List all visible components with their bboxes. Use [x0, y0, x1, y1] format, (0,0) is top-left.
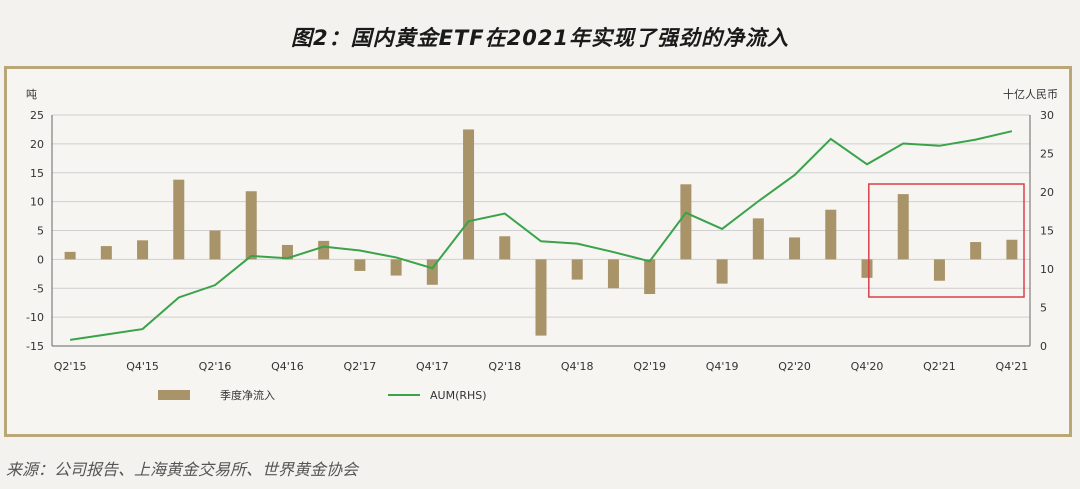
right-axis-title: 十亿人民币 — [1003, 87, 1058, 101]
bar — [897, 194, 909, 260]
bar — [1006, 239, 1018, 260]
bar — [100, 246, 112, 260]
bar — [535, 259, 547, 336]
chart-title: 图2：国内黄金ETF在2021年实现了强劲的净流入 — [290, 26, 790, 50]
left-tick-label: 0 — [37, 253, 44, 266]
left-tick-label: 25 — [30, 109, 44, 122]
x-tick-label: Q4'21 — [996, 360, 1029, 373]
left-tick-label: 10 — [30, 196, 44, 209]
bar — [245, 191, 257, 260]
left-tick-label: 20 — [30, 138, 44, 151]
highlight-box — [868, 183, 1025, 298]
right-tick-label: 15 — [1040, 225, 1054, 238]
x-tick-label: Q2'20 — [778, 360, 811, 373]
bar — [933, 259, 945, 281]
aum-line — [69, 130, 1013, 341]
bar — [970, 242, 982, 260]
x-tick-label: Q2'17 — [344, 360, 377, 373]
bar — [752, 218, 764, 260]
bar — [825, 209, 837, 260]
right-tick-label: 5 — [1040, 302, 1047, 315]
x-tick-label: Q2'21 — [923, 360, 956, 373]
left-tick-label: -5 — [33, 282, 44, 295]
x-tick-label: Q4'19 — [706, 360, 739, 373]
left-tick-label: -15 — [26, 340, 44, 353]
bar — [318, 240, 330, 260]
x-tick-label: Q2'19 — [633, 360, 666, 373]
bar — [861, 259, 873, 278]
x-tick-label: Q4'20 — [851, 360, 884, 373]
bar — [281, 244, 293, 260]
left-tick-label: 5 — [37, 225, 44, 238]
left-tick-label: -10 — [26, 311, 44, 324]
bar — [137, 240, 149, 260]
bar — [716, 259, 728, 284]
bar — [789, 237, 801, 260]
chart-svg: 25 20 15 10 5 0 -5 -10 -15 30 25 20 15 10 5 0 Q2'15 Q4'15… — [26, 87, 1058, 402]
right-tick-label: 20 — [1040, 186, 1054, 199]
bar — [607, 259, 619, 289]
bar — [390, 259, 402, 276]
bar — [209, 230, 221, 260]
bar — [571, 259, 583, 280]
axes: 25 20 15 10 5 0 -5 -10 -15 30 25 20 15 10 5 0 Q2'15 Q4'15… — [26, 109, 1054, 373]
right-tick-label: 25 — [1040, 148, 1054, 161]
bar — [463, 129, 475, 260]
highlight-rectangle — [868, 183, 1025, 298]
bar — [499, 236, 511, 260]
legend: 季度净流入 AUM(RHS) — [158, 388, 487, 402]
x-tick-label: Q2'16 — [199, 360, 232, 373]
bar — [426, 259, 438, 285]
x-tick-label: Q2'18 — [488, 360, 521, 373]
right-tick-label: 10 — [1040, 263, 1054, 276]
line-series — [69, 130, 1013, 341]
legend-bar-label: 季度净流入 — [220, 388, 275, 402]
x-tick-label: Q4'17 — [416, 360, 449, 373]
legend-line-label: AUM(RHS) — [430, 389, 487, 402]
source-note: 来源：公司报告、上海黄金交易所、世界黄金协会 — [6, 460, 359, 479]
bar — [64, 251, 76, 260]
right-tick-label: 30 — [1040, 109, 1054, 122]
x-tick-label: Q4'15 — [126, 360, 159, 373]
x-tick-label: Q4'18 — [561, 360, 594, 373]
bar — [173, 179, 185, 260]
right-tick-label: 0 — [1040, 340, 1047, 353]
bar — [354, 259, 366, 271]
x-tick-label: Q2'15 — [54, 360, 87, 373]
bar — [680, 184, 692, 260]
x-tick-label: Q4'16 — [271, 360, 304, 373]
left-axis-title: 吨 — [26, 88, 37, 101]
bar — [644, 259, 656, 295]
legend-bar-swatch — [158, 390, 190, 400]
bar-series — [64, 129, 1018, 336]
left-tick-label: 15 — [30, 167, 44, 180]
